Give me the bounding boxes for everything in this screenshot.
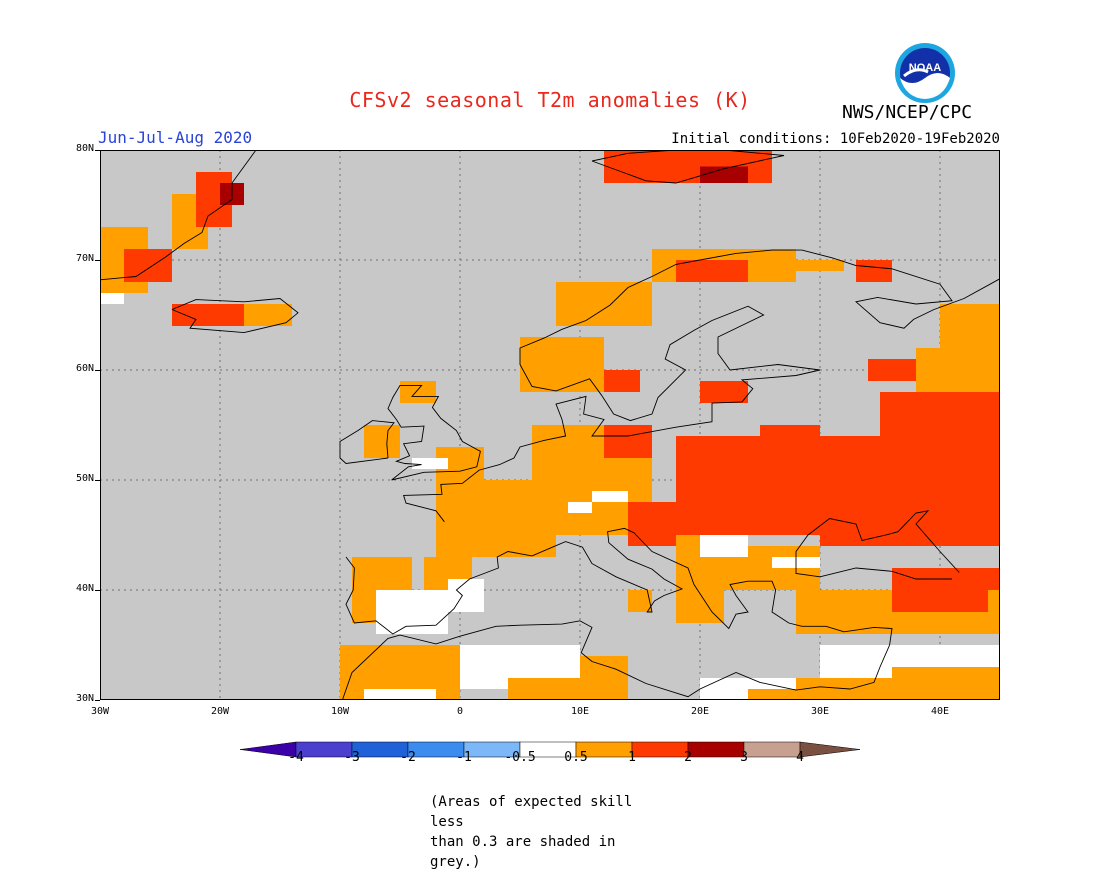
lat-tick-mark xyxy=(95,370,100,371)
anomaly-cell xyxy=(412,458,448,469)
map-anomaly-shading xyxy=(100,150,1000,700)
anomaly-cell xyxy=(916,348,1000,392)
agency-label: NWS/NCEP/CPC xyxy=(842,102,973,123)
map-area xyxy=(100,150,1000,700)
anomaly-cell xyxy=(400,381,436,403)
lat-tick-mark xyxy=(95,700,100,701)
coastline xyxy=(387,384,481,481)
anomaly-cell xyxy=(604,370,640,392)
footnote-line-1: (Areas of expected skill less xyxy=(430,794,633,830)
lat-tick-mark xyxy=(95,260,100,261)
anomaly-cell xyxy=(676,260,748,282)
legend-label: -2 xyxy=(400,750,416,765)
anomaly-cell xyxy=(748,689,868,700)
anomaly-cell xyxy=(460,513,508,546)
coastline xyxy=(100,150,257,281)
anomaly-cell xyxy=(700,166,748,183)
anomaly-cell xyxy=(856,260,892,282)
anomaly-cell xyxy=(700,381,748,403)
anomaly-cell xyxy=(868,359,916,381)
season-label: Jun-Jul-Aug 2020 xyxy=(98,128,253,147)
anomaly-cell xyxy=(628,524,676,546)
legend-label: 2 xyxy=(684,750,692,765)
lon-tick-label: 30W xyxy=(90,706,110,717)
anomaly-cell xyxy=(676,590,724,623)
lon-tick-label: 20E xyxy=(690,706,710,717)
anomaly-cell xyxy=(628,590,652,612)
legend-label: -1 xyxy=(456,750,472,765)
anomaly-cell xyxy=(568,502,592,513)
lat-tick-label: 30N xyxy=(75,693,94,704)
lat-tick-label: 80N xyxy=(75,143,94,154)
initial-conditions-label: Initial conditions: 10Feb2020-19Feb2020 xyxy=(671,131,1000,147)
legend-label: -0.5 xyxy=(504,750,536,765)
anomaly-cell xyxy=(916,458,1000,546)
anomaly-cell xyxy=(844,590,904,612)
coastline xyxy=(339,420,395,464)
lon-tick-label: 40E xyxy=(930,706,950,717)
lon-tick-label: 10E xyxy=(570,706,590,717)
coastline xyxy=(341,527,893,700)
lat-tick-label: 40N xyxy=(75,583,94,594)
legend-label: 0.5 xyxy=(564,750,588,765)
anomaly-cell xyxy=(676,513,820,535)
lat-tick-label: 70N xyxy=(75,253,94,264)
legend-label: -4 xyxy=(288,750,304,765)
anomaly-cell xyxy=(448,579,484,612)
anomaly-cell xyxy=(364,689,436,700)
lon-tick-label: 30E xyxy=(810,706,830,717)
skill-footnote: (Areas of expected skill less than 0.3 a… xyxy=(0,792,1100,872)
noaa-logo: NOAA xyxy=(895,43,955,103)
lon-tick-label: 20W xyxy=(210,706,230,717)
coastline xyxy=(591,150,785,184)
lat-tick-label: 60N xyxy=(75,363,94,374)
anomaly-cell xyxy=(172,304,244,326)
noaa-logo-text: NOAA xyxy=(909,62,941,74)
map-coastlines xyxy=(100,150,1000,700)
anomaly-cell xyxy=(376,590,448,634)
anomaly-cell xyxy=(940,304,1000,348)
anomaly-cell xyxy=(604,425,652,458)
coastline xyxy=(171,298,299,334)
legend-label: 1 xyxy=(628,750,636,765)
legend-arrow-right xyxy=(799,741,861,758)
legend-label: 4 xyxy=(796,750,804,765)
anomaly-cell xyxy=(520,337,604,392)
anomaly-cell xyxy=(760,425,820,447)
anomaly-cell xyxy=(772,260,844,271)
anomaly-cell xyxy=(364,425,400,458)
color-legend xyxy=(239,741,861,758)
anomaly-cell xyxy=(628,502,676,524)
chart-title: CFSv2 seasonal T2m anomalies (K) xyxy=(349,88,751,112)
anomaly-cell xyxy=(880,392,1000,436)
lon-tick-label: 0 xyxy=(456,706,464,717)
anomaly-cell xyxy=(556,282,652,326)
footnote-line-2: than 0.3 are shaded in grey.) xyxy=(430,834,616,870)
lat-tick-label: 50N xyxy=(75,473,94,484)
anomaly-cell xyxy=(940,568,1000,590)
coastline xyxy=(402,249,1000,523)
anomaly-cell xyxy=(892,667,1000,700)
anomaly-cell xyxy=(580,656,628,700)
legend-label: 3 xyxy=(740,750,748,765)
lat-tick-mark xyxy=(95,590,100,591)
legend-label: -3 xyxy=(344,750,360,765)
lon-tick-label: 10W xyxy=(330,706,350,717)
anomaly-cell xyxy=(244,304,292,326)
coastline xyxy=(795,510,960,580)
lat-tick-mark xyxy=(95,480,100,481)
lat-tick-mark xyxy=(95,150,100,151)
anomaly-cell xyxy=(700,535,748,557)
anomaly-cell xyxy=(580,469,640,491)
anomaly-cell xyxy=(100,293,124,304)
